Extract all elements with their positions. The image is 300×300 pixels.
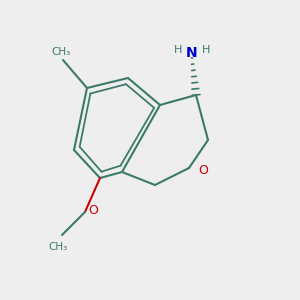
Text: CH₃: CH₃ [51, 47, 70, 57]
Text: CH₃: CH₃ [48, 242, 68, 252]
Text: H: H [202, 45, 210, 55]
Text: H: H [174, 45, 182, 55]
Text: O: O [88, 203, 98, 217]
Text: O: O [198, 164, 208, 176]
Text: N: N [186, 46, 198, 60]
